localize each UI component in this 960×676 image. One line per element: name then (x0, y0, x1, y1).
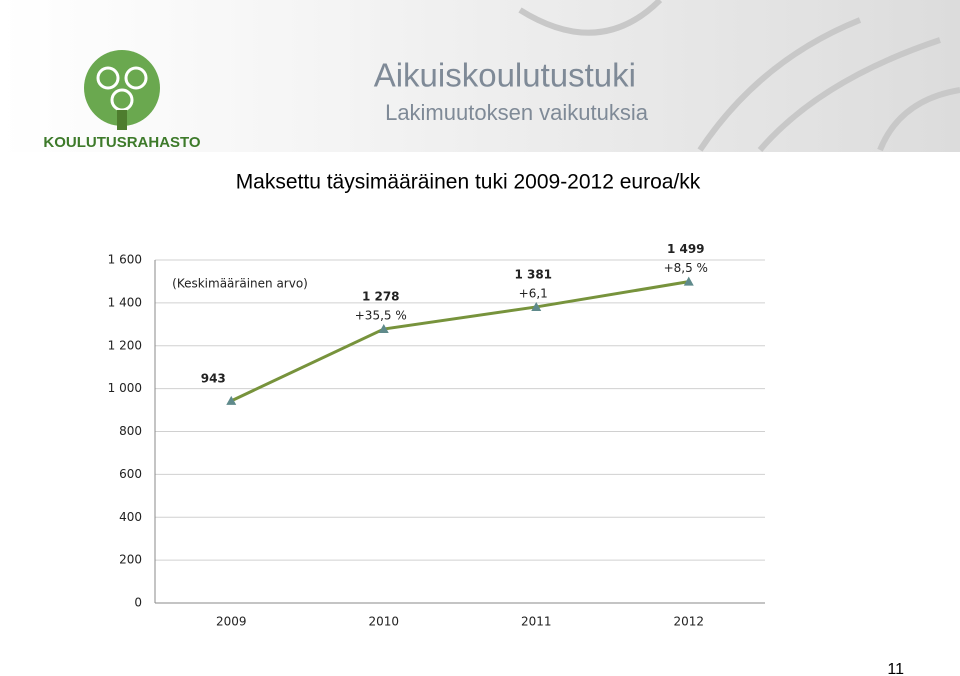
marker (226, 395, 237, 405)
value-label: 1 381 (514, 267, 552, 281)
data-line (230, 280, 689, 403)
y-tick-label: 1 400 (108, 295, 142, 309)
chart-title: Maksettu täysimääräinen tuki 2009-2012 e… (236, 171, 701, 194)
y-tick-label: 1 000 (108, 381, 142, 395)
marker (378, 324, 389, 334)
header-pattern (518, 0, 960, 152)
change-label: +35,5 % (355, 309, 407, 323)
change-label: +8,5 % (664, 261, 708, 275)
logo-swirl (96, 66, 120, 90)
value-label: 1 499 (667, 242, 705, 256)
page-number: 11 (887, 661, 904, 676)
y-tick-label: 1 200 (108, 338, 142, 352)
change-label: +6,1 (519, 286, 548, 300)
logo: KOULUTUSRAHASTO (43, 50, 201, 151)
slide-title: Aikuiskoulutustuki (374, 57, 636, 94)
marker (683, 276, 694, 286)
logo-swirl (124, 66, 148, 90)
value-label: 1 278 (362, 290, 400, 304)
annotation: (Keskimääräinen arvo) (172, 277, 308, 291)
y-tick-label: 200 (119, 553, 142, 567)
y-tick-label: 1 600 (108, 253, 142, 267)
y-tick-label: 600 (119, 467, 142, 481)
header-background (0, 0, 960, 152)
logo-trunk (117, 110, 127, 130)
y-tick-label: 400 (119, 510, 142, 524)
logo-text: KOULUTUSRAHASTO (43, 134, 201, 151)
x-tick-label: 2010 (368, 615, 399, 629)
x-tick-label: 2012 (673, 615, 704, 629)
y-tick-label: 0 (134, 596, 142, 610)
x-tick-label: 2011 (521, 615, 552, 629)
slide-subtitle: Lakimuutoksen vaikutuksia (385, 100, 649, 125)
marker (531, 301, 542, 311)
y-tick-label: 800 (119, 424, 142, 438)
x-tick-label: 2009 (216, 615, 247, 629)
value-label: 943 (201, 371, 226, 385)
